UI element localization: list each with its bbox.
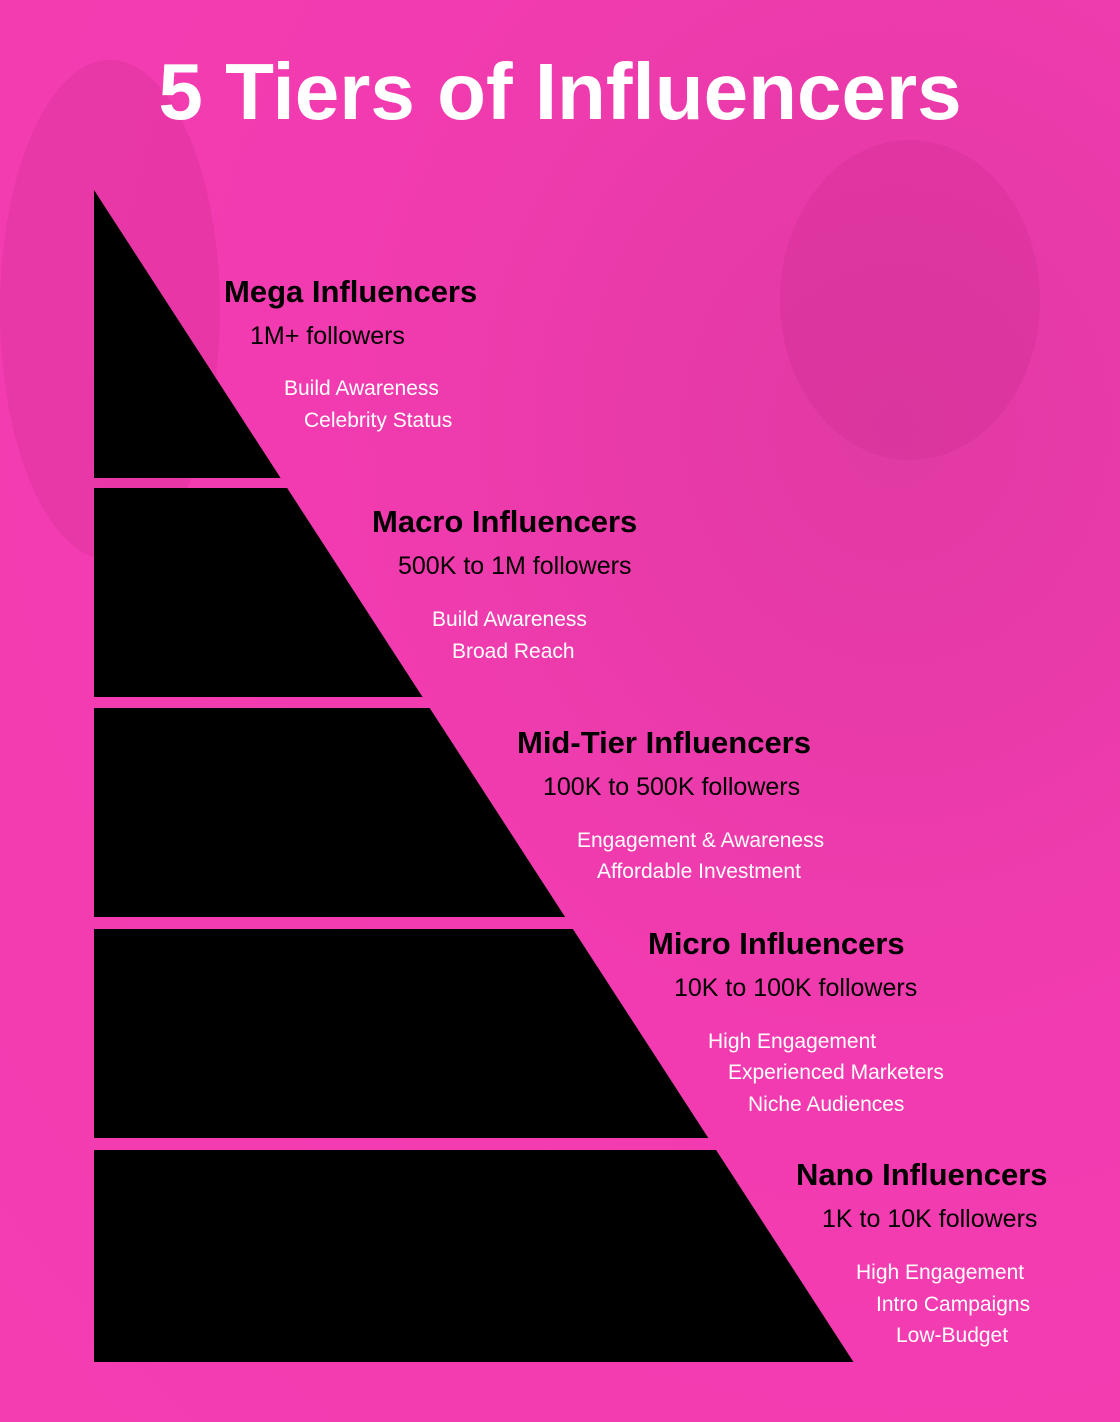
- tier-benefit: High Engagement: [708, 1030, 877, 1054]
- page-title: 5 Tiers of Influencers: [158, 47, 962, 136]
- tier-followers: 100K to 500K followers: [543, 773, 801, 802]
- tier-name: Mid-Tier Influencers: [517, 724, 811, 760]
- tier-name: Nano Influencers: [796, 1156, 1048, 1192]
- tier-benefit: Celebrity Status: [304, 409, 453, 433]
- tier-name: Macro Influencers: [372, 503, 638, 539]
- tier-followers: 500K to 1M followers: [398, 552, 632, 581]
- tier-benefit: Build Awareness: [432, 608, 587, 632]
- tier-benefit: Niche Audiences: [748, 1093, 905, 1117]
- tier-followers: 1K to 10K followers: [822, 1205, 1038, 1234]
- tier-benefit: Intro Campaigns: [876, 1293, 1031, 1317]
- tier-benefit: Low-Budget: [896, 1324, 1009, 1348]
- tier-followers: 10K to 100K followers: [674, 974, 918, 1003]
- tier-benefit: Engagement & Awareness: [577, 829, 825, 853]
- pyramid-tier-3: [94, 708, 566, 917]
- pyramid-tier-4: [94, 929, 709, 1138]
- pyramid-tier-2: [94, 488, 423, 697]
- tier-followers: 1M+ followers: [250, 322, 405, 351]
- tier-benefit: Affordable Investment: [597, 860, 801, 884]
- background-shape: [780, 140, 1040, 460]
- tier-benefit: Build Awareness: [284, 377, 439, 401]
- tier-name: Mega Influencers: [224, 273, 478, 309]
- tier-benefit: Broad Reach: [452, 640, 575, 664]
- tier-name: Micro Influencers: [648, 925, 905, 961]
- pyramid-tier-1: [94, 190, 281, 478]
- tier-benefit: High Engagement: [856, 1261, 1025, 1285]
- pyramid-tier-5: [94, 1150, 854, 1362]
- tier-benefit: Experienced Marketers: [728, 1061, 944, 1085]
